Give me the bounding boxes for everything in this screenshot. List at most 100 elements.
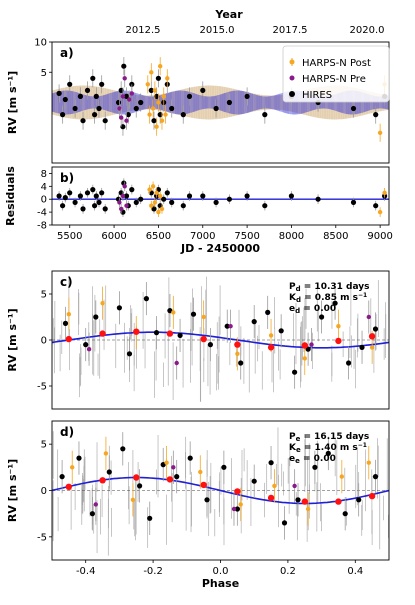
top-tick: 2012.5 <box>126 25 161 36</box>
data-point-harps-n-post <box>150 184 156 189</box>
binned-point <box>335 337 342 345</box>
data-point-hires <box>62 96 68 103</box>
data-point-hires <box>92 203 98 209</box>
data-point-hires <box>359 344 365 350</box>
data-point-harps-n-post <box>103 451 109 456</box>
data-point-hires <box>126 351 133 357</box>
param-line: Kd = 0.85 m s−1 <box>289 292 367 304</box>
y-axis-label: RV [m s⁻¹] <box>6 71 19 134</box>
data-point-hires <box>346 360 352 366</box>
data-point-hires <box>80 206 86 212</box>
y-tick-label: 5 <box>41 68 47 79</box>
binned-point <box>133 474 140 481</box>
data-point-harps-n-post <box>201 314 206 320</box>
data-point-hires <box>123 193 130 199</box>
data-point-harps-n-post <box>238 502 243 507</box>
y-tick-label: 8 <box>41 169 47 180</box>
data-point-hires <box>154 93 160 99</box>
binned-point <box>267 494 275 502</box>
data-point-hires <box>342 511 348 517</box>
x-tick-label: 8000 <box>279 231 304 242</box>
data-point-hires <box>118 87 124 93</box>
data-point-hires <box>174 474 180 480</box>
x-axis-label: Phase <box>202 577 239 590</box>
data-point-hires <box>238 360 244 366</box>
x-tick-label: 6500 <box>146 231 171 242</box>
data-point-harps-n-post <box>366 460 371 465</box>
y-tick-label: -5 <box>37 382 47 393</box>
data-point-hires <box>180 112 186 118</box>
y-tick-label: 5 <box>41 440 47 451</box>
data-point-hires <box>204 497 210 503</box>
data-point-hires <box>121 63 127 69</box>
binned-point <box>368 333 376 340</box>
data-point-harps-n-post <box>154 124 159 129</box>
data-point-hires <box>116 305 122 311</box>
legend-marker <box>289 75 295 81</box>
data-point-harps-n-pre <box>93 502 99 507</box>
data-point-hires <box>102 206 108 212</box>
data-point-hires <box>213 105 219 112</box>
data-point-hires <box>72 199 78 205</box>
data-point-hires <box>67 190 73 196</box>
legend-entry-hires: HIRES <box>289 90 332 101</box>
data-point-hires <box>190 311 197 317</box>
data-point-harps-n-post <box>152 88 158 93</box>
binned-point <box>99 330 106 337</box>
data-point-hires <box>96 105 102 112</box>
x-tick-label: 7000 <box>190 231 215 242</box>
data-point-harps-n-post <box>198 469 203 475</box>
y-tick-label: 4 <box>41 182 47 193</box>
data-point-harps-n-post <box>66 312 72 317</box>
data-point-hires <box>161 196 167 202</box>
data-point-harps-n-post <box>336 324 341 329</box>
data-point-harps-n-pre <box>117 200 122 205</box>
data-point-harps-n-post <box>377 130 383 135</box>
data-point-hires <box>251 319 257 325</box>
data-point-harps-n-post <box>161 94 166 99</box>
data-point-hires <box>120 124 126 130</box>
data-point-hires <box>151 206 157 212</box>
data-point-harps-n-pre <box>117 106 122 111</box>
data-point-harps-n-post <box>158 63 163 69</box>
data-point-hires <box>315 196 321 202</box>
data-point-harps-n-pre <box>228 324 233 329</box>
x-tick-label: -0.4 <box>76 566 96 577</box>
binned-point <box>65 335 73 343</box>
data-point-hires <box>89 511 95 517</box>
data-point-hires <box>62 195 68 201</box>
data-point-hires <box>180 203 186 209</box>
data-point-hires <box>59 474 65 480</box>
y-tick-label: -5 <box>37 532 47 543</box>
panel-label: a) <box>60 46 74 60</box>
data-point-hires <box>96 199 102 205</box>
data-point-harps-n-pre <box>129 91 134 96</box>
binned-point <box>335 498 342 505</box>
data-point-harps-n-post <box>156 100 161 105</box>
data-point-harps-n-post <box>339 474 344 479</box>
data-point-hires <box>60 112 66 118</box>
data-point-harps-n-post <box>272 483 277 489</box>
data-point-hires <box>350 199 357 205</box>
data-point-harps-n-pre <box>124 203 129 208</box>
data-point-hires <box>373 112 379 118</box>
data-point-harps-n-post <box>382 190 387 195</box>
x-tick-label: 0.4 <box>347 566 363 577</box>
data-point-hires <box>265 309 271 315</box>
binned-point <box>65 483 73 490</box>
data-point-hires <box>295 497 301 503</box>
data-point-harps-n-post <box>235 351 240 356</box>
data-point-hires <box>148 87 154 93</box>
data-point-hires <box>77 193 83 199</box>
data-point-hires <box>92 112 98 118</box>
binned-point <box>200 481 207 489</box>
data-point-harps-n-post <box>163 112 168 117</box>
data-point-hires <box>125 112 131 118</box>
legend-entry-harps-pre: HARPS-N Pre <box>289 74 366 85</box>
data-point-harps-n-post <box>70 465 75 470</box>
data-point-hires <box>268 460 274 466</box>
legend-marker <box>289 59 295 65</box>
panel-label: c) <box>60 275 73 289</box>
data-point-hires <box>372 326 379 332</box>
